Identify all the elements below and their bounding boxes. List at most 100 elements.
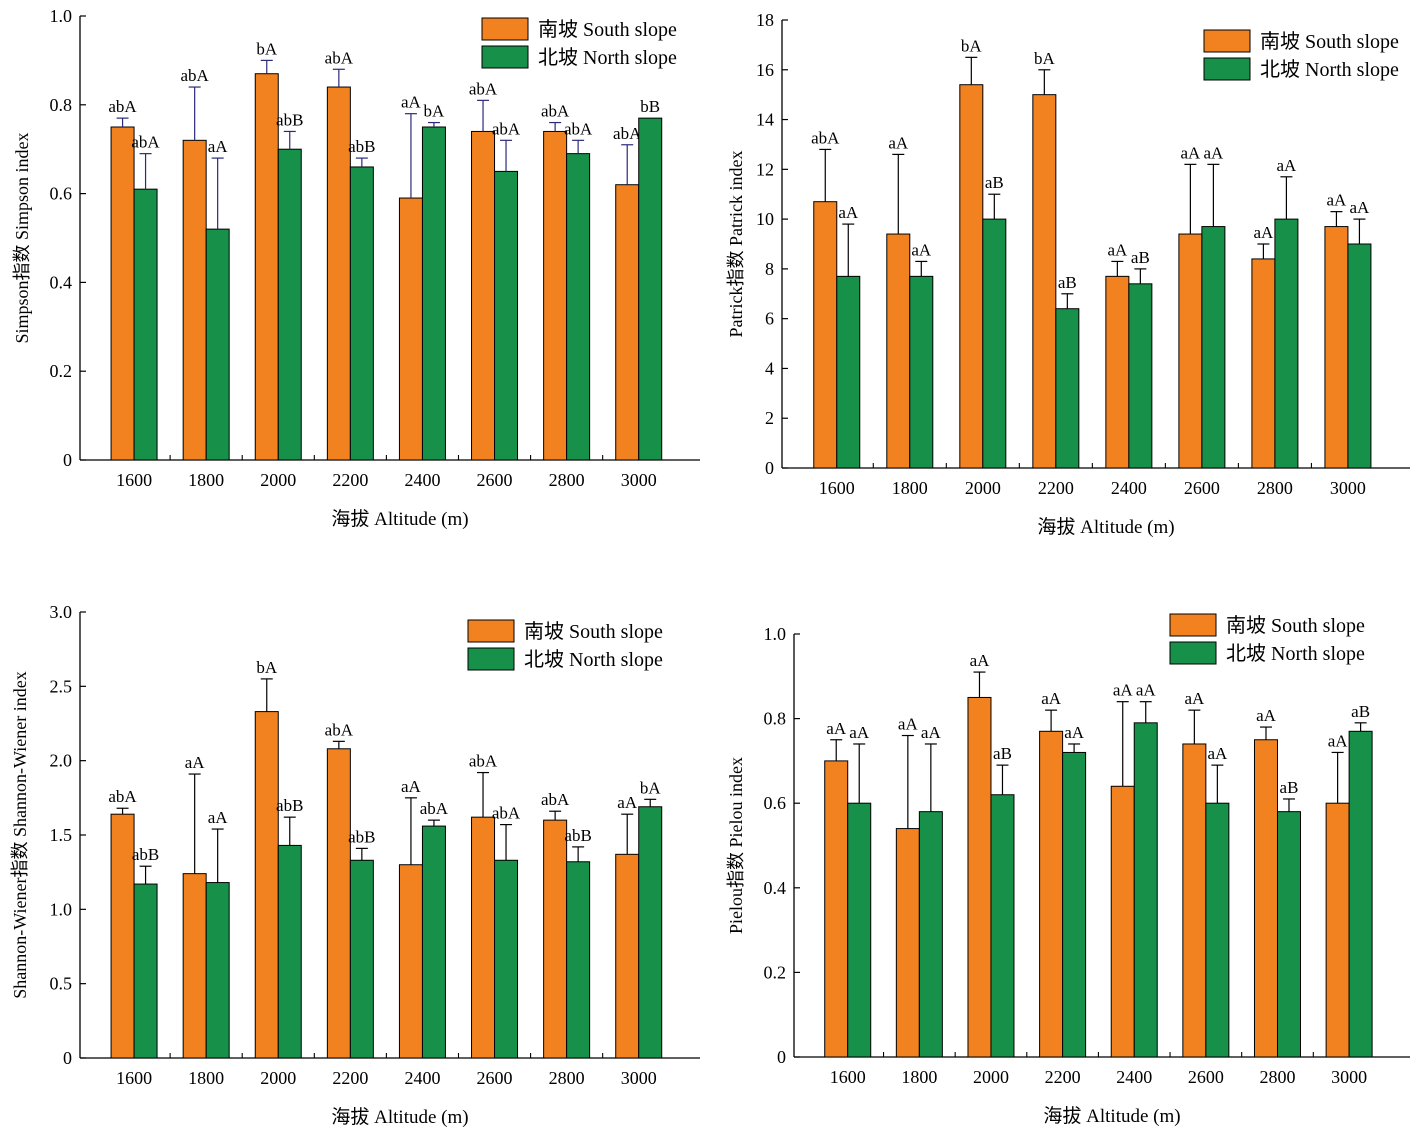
significance-label: bA: [961, 36, 983, 55]
significance-label: aA: [888, 133, 909, 152]
significance-label: aA: [970, 651, 991, 670]
x-tick-label: 2000: [965, 478, 1001, 498]
x-tick-label: 3000: [1330, 478, 1366, 498]
x-tick-label: 2200: [1038, 478, 1074, 498]
north-slope-bar: [982, 218, 1007, 469]
x-tick-label: 2800: [1259, 1067, 1295, 1087]
y-tick-label: 2: [765, 408, 774, 428]
south-slope-bar: [1253, 739, 1278, 1058]
y-tick-label: 1.5: [50, 825, 73, 845]
significance-label: abA: [613, 124, 642, 143]
significance-label: aA: [849, 723, 870, 742]
simpson-chart: 0 0.2 0.4 0.6 0.8 1.0 1600 1800 2000 2200 2400 2600…: [12, 6, 700, 530]
y-axis-label: Patrick指数 Patrick index: [726, 151, 746, 338]
significance-label: abA: [108, 787, 137, 806]
south-slope-bar: [1039, 730, 1064, 1058]
legend-south-label: 南坡 South slope: [538, 18, 677, 41]
significance-label: aA: [1041, 689, 1062, 708]
significance-label: aB: [1351, 702, 1370, 721]
legend-south-label: 南坡 South slope: [1226, 614, 1365, 637]
south-slope-bar: [182, 873, 207, 1059]
x-axis-label: 海拔 Altitude (m): [1043, 1105, 1180, 1127]
significance-label: abB: [564, 826, 591, 845]
x-tick-label: 3000: [621, 1068, 657, 1088]
significance-label: abA: [492, 804, 521, 823]
x-tick-label: 1600: [116, 1068, 152, 1088]
x-tick-label: 2600: [1188, 1067, 1224, 1087]
y-tick-label: 12: [756, 159, 774, 179]
x-tick-label: 2200: [332, 1068, 368, 1088]
significance-label: aA: [1113, 681, 1134, 700]
north-slope-bar: [349, 859, 374, 1059]
x-axis-label: 海拔 Altitude (m): [331, 1106, 468, 1128]
north-slope-bar: [847, 802, 872, 1058]
significance-label: abA: [325, 720, 354, 739]
south-slope-bar: [1182, 743, 1207, 1058]
y-tick-label: 0.8: [50, 95, 73, 115]
north-slope-bar: [638, 117, 663, 461]
x-axis-label: 海拔 Altitude (m): [331, 508, 468, 530]
north-slope-bar: [1133, 722, 1158, 1058]
x-tick-label: 1800: [188, 1068, 224, 1088]
legend-south-label: 南坡 South slope: [1260, 30, 1399, 53]
y-tick-label: 0: [777, 1047, 786, 1067]
y-tick-label: 3.0: [50, 602, 73, 622]
north-slope-bar: [566, 153, 591, 461]
north-slope-bar: [1348, 730, 1373, 1058]
north-slope-bar: [349, 166, 374, 461]
patrick-chart-panel: 0 2 4 6 8 10 12 14 16 18 1600 1800 2000 2200 2400 2600 2…: [712, 0, 1417, 545]
simpson-chart-panel: 0 0.2 0.4 0.6 0.8 1.0 1600 1800 2000 2200 2400 2600…: [0, 0, 709, 545]
y-tick-label: 0: [63, 450, 72, 470]
significance-label: abB: [348, 827, 375, 846]
legend-north-swatch: [467, 647, 515, 671]
significance-label: abA: [180, 66, 209, 85]
legend-north-label: 北坡 North slope: [1260, 58, 1399, 81]
south-slope-bar: [471, 816, 496, 1059]
y-tick-label: 6: [765, 309, 774, 329]
north-slope-bar: [1201, 226, 1226, 469]
x-tick-label: 2200: [1045, 1067, 1081, 1087]
y-tick-label: 18: [756, 10, 774, 30]
significance-label: aA: [1256, 706, 1277, 725]
south-slope-bar: [1105, 275, 1130, 469]
north-slope-bar: [133, 188, 158, 461]
significance-label: abA: [564, 119, 593, 138]
north-slope-bar: [277, 844, 302, 1059]
significance-label: abA: [541, 102, 570, 121]
significance-label: aB: [985, 173, 1004, 192]
significance-label: aA: [1180, 143, 1201, 162]
y-tick-label: 0.4: [50, 272, 73, 292]
significance-label: abB: [348, 137, 375, 156]
y-tick-label: 2.5: [50, 676, 73, 696]
patrick-chart: 0 2 4 6 8 10 12 14 16 18 1600 1800 2000 2200 2400 2600 2…: [726, 10, 1410, 538]
significance-label: abB: [132, 845, 159, 864]
north-slope-bar: [1128, 283, 1153, 469]
significance-label: aA: [1203, 143, 1224, 162]
south-slope-bar: [471, 130, 496, 461]
legend-north-label: 北坡 North slope: [1226, 642, 1365, 665]
y-tick-label: 0.6: [50, 184, 73, 204]
significance-label: aA: [1136, 681, 1157, 700]
south-slope-bar: [824, 760, 849, 1058]
south-slope-bar: [326, 86, 351, 461]
north-slope-bar: [133, 883, 158, 1059]
significance-label: aA: [1253, 223, 1274, 242]
significance-label: aB: [993, 744, 1012, 763]
y-tick-label: 10: [756, 209, 774, 229]
legend-south-swatch: [1169, 613, 1217, 637]
north-slope-bar: [277, 148, 302, 461]
x-tick-label: 2400: [1111, 478, 1147, 498]
south-slope-bar: [110, 813, 135, 1059]
significance-label: abA: [492, 119, 521, 138]
y-tick-label: 0: [63, 1048, 72, 1068]
x-tick-label: 3000: [1331, 1067, 1367, 1087]
x-tick-label: 2400: [1116, 1067, 1152, 1087]
south-slope-bar: [615, 184, 640, 461]
significance-label: aA: [401, 777, 422, 796]
north-slope-bar: [566, 861, 591, 1059]
south-slope-bar: [1178, 233, 1203, 469]
south-slope-bar: [886, 233, 911, 469]
y-tick-label: 0.2: [764, 962, 787, 982]
north-slope-bar: [1205, 802, 1230, 1058]
south-slope-bar: [1110, 785, 1135, 1058]
